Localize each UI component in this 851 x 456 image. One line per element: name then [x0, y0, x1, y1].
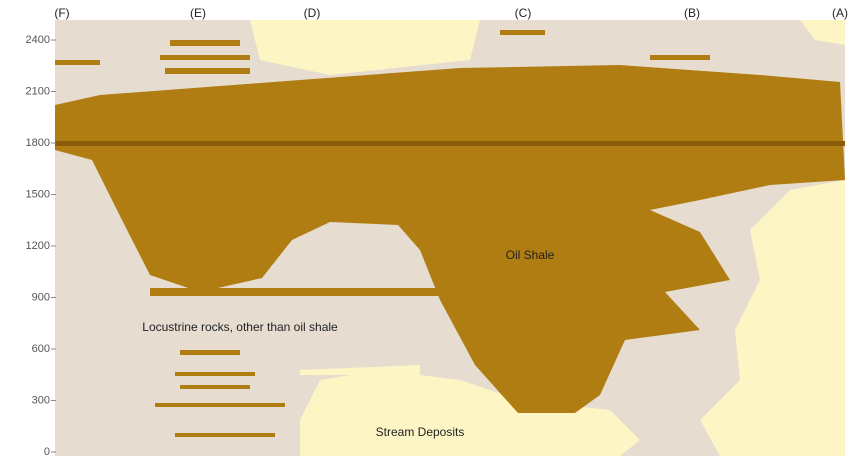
- marker-bed: [55, 141, 845, 146]
- oil-shale-lens: [175, 372, 255, 376]
- oil-shale-lens: [55, 60, 100, 65]
- y-tick-label: 1800: [26, 137, 50, 149]
- oil-shale-lens: [180, 385, 250, 389]
- column-label: (C): [515, 6, 532, 20]
- y-tick-label: 600: [32, 343, 50, 355]
- y-tick-label: 0: [44, 446, 50, 456]
- y-tick-label: 1200: [26, 240, 50, 252]
- oil-shale-lens: [165, 68, 250, 74]
- oil-shale-lens: [155, 403, 285, 407]
- oil-shale-band: [150, 288, 450, 296]
- y-tick-label: 2400: [26, 34, 50, 46]
- column-label: (B): [684, 6, 700, 20]
- yellow-top-right: [800, 20, 845, 45]
- column-label: (A): [832, 6, 848, 20]
- y-tick-label: 300: [32, 394, 50, 406]
- column-label: (D): [304, 6, 321, 20]
- oil-shale-lens: [160, 55, 250, 60]
- oil-shale-lens: [650, 55, 710, 60]
- column-label: (F): [54, 6, 69, 20]
- y-tick-label: 1500: [26, 188, 50, 200]
- region-label: Locustrine rocks, other than oil shale: [142, 320, 338, 334]
- yellow-right: [700, 180, 845, 456]
- yellow-lens: [300, 365, 420, 375]
- oil-shale-lens: [175, 433, 275, 437]
- column-label: (E): [190, 6, 206, 20]
- y-tick-label: 900: [32, 291, 50, 303]
- oil-shale-lens: [170, 40, 240, 46]
- oil-shale-lens: [500, 30, 545, 35]
- region-label: Stream Deposits: [376, 425, 465, 439]
- oil-shale-body: [55, 65, 845, 413]
- yellow-top: [250, 20, 480, 75]
- y-tick-label: 2100: [26, 85, 50, 97]
- oil-shale-lens: [180, 350, 240, 355]
- yellow-stream: [300, 370, 640, 456]
- region-label: Oil Shale: [506, 248, 555, 262]
